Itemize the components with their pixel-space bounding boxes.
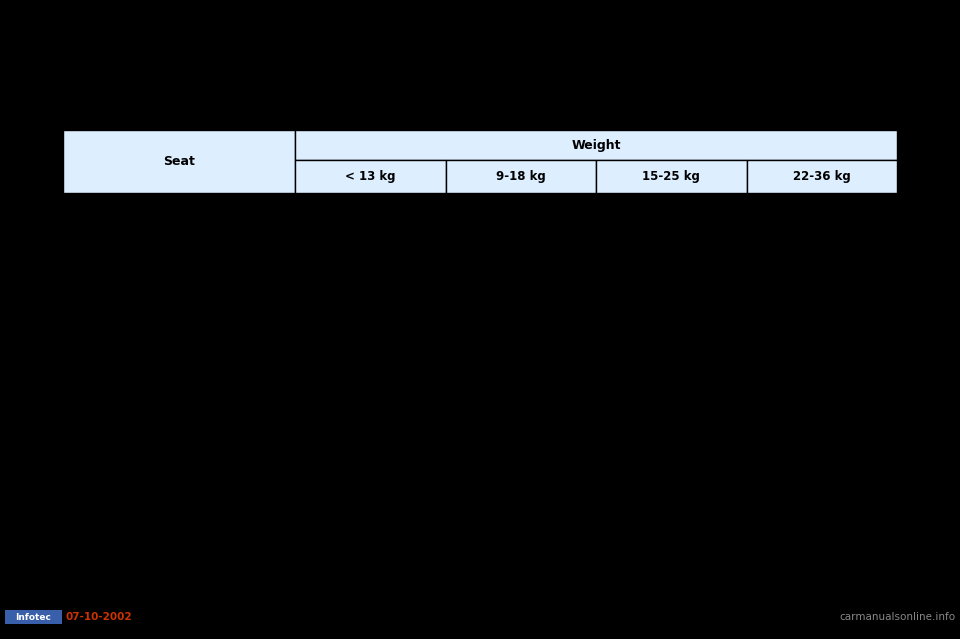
Bar [747,160,897,193]
Bar [596,160,747,193]
Bar [295,160,445,193]
Bar [445,160,596,193]
Text: carmanualsonline.info: carmanualsonline.info [839,612,955,622]
Text: Infotec: Infotec [15,613,52,622]
Bar [63,130,295,193]
Text: Seat: Seat [163,155,195,168]
Text: 07-10-2002: 07-10-2002 [65,612,132,622]
Text: 15-25 kg: 15-25 kg [642,170,700,183]
Text: 22-36 kg: 22-36 kg [793,170,851,183]
Bar [295,130,897,160]
Bar [5,610,62,624]
Text: < 13 kg: < 13 kg [345,170,396,183]
Text: 9-18 kg: 9-18 kg [496,170,545,183]
Text: Weight: Weight [571,139,621,151]
